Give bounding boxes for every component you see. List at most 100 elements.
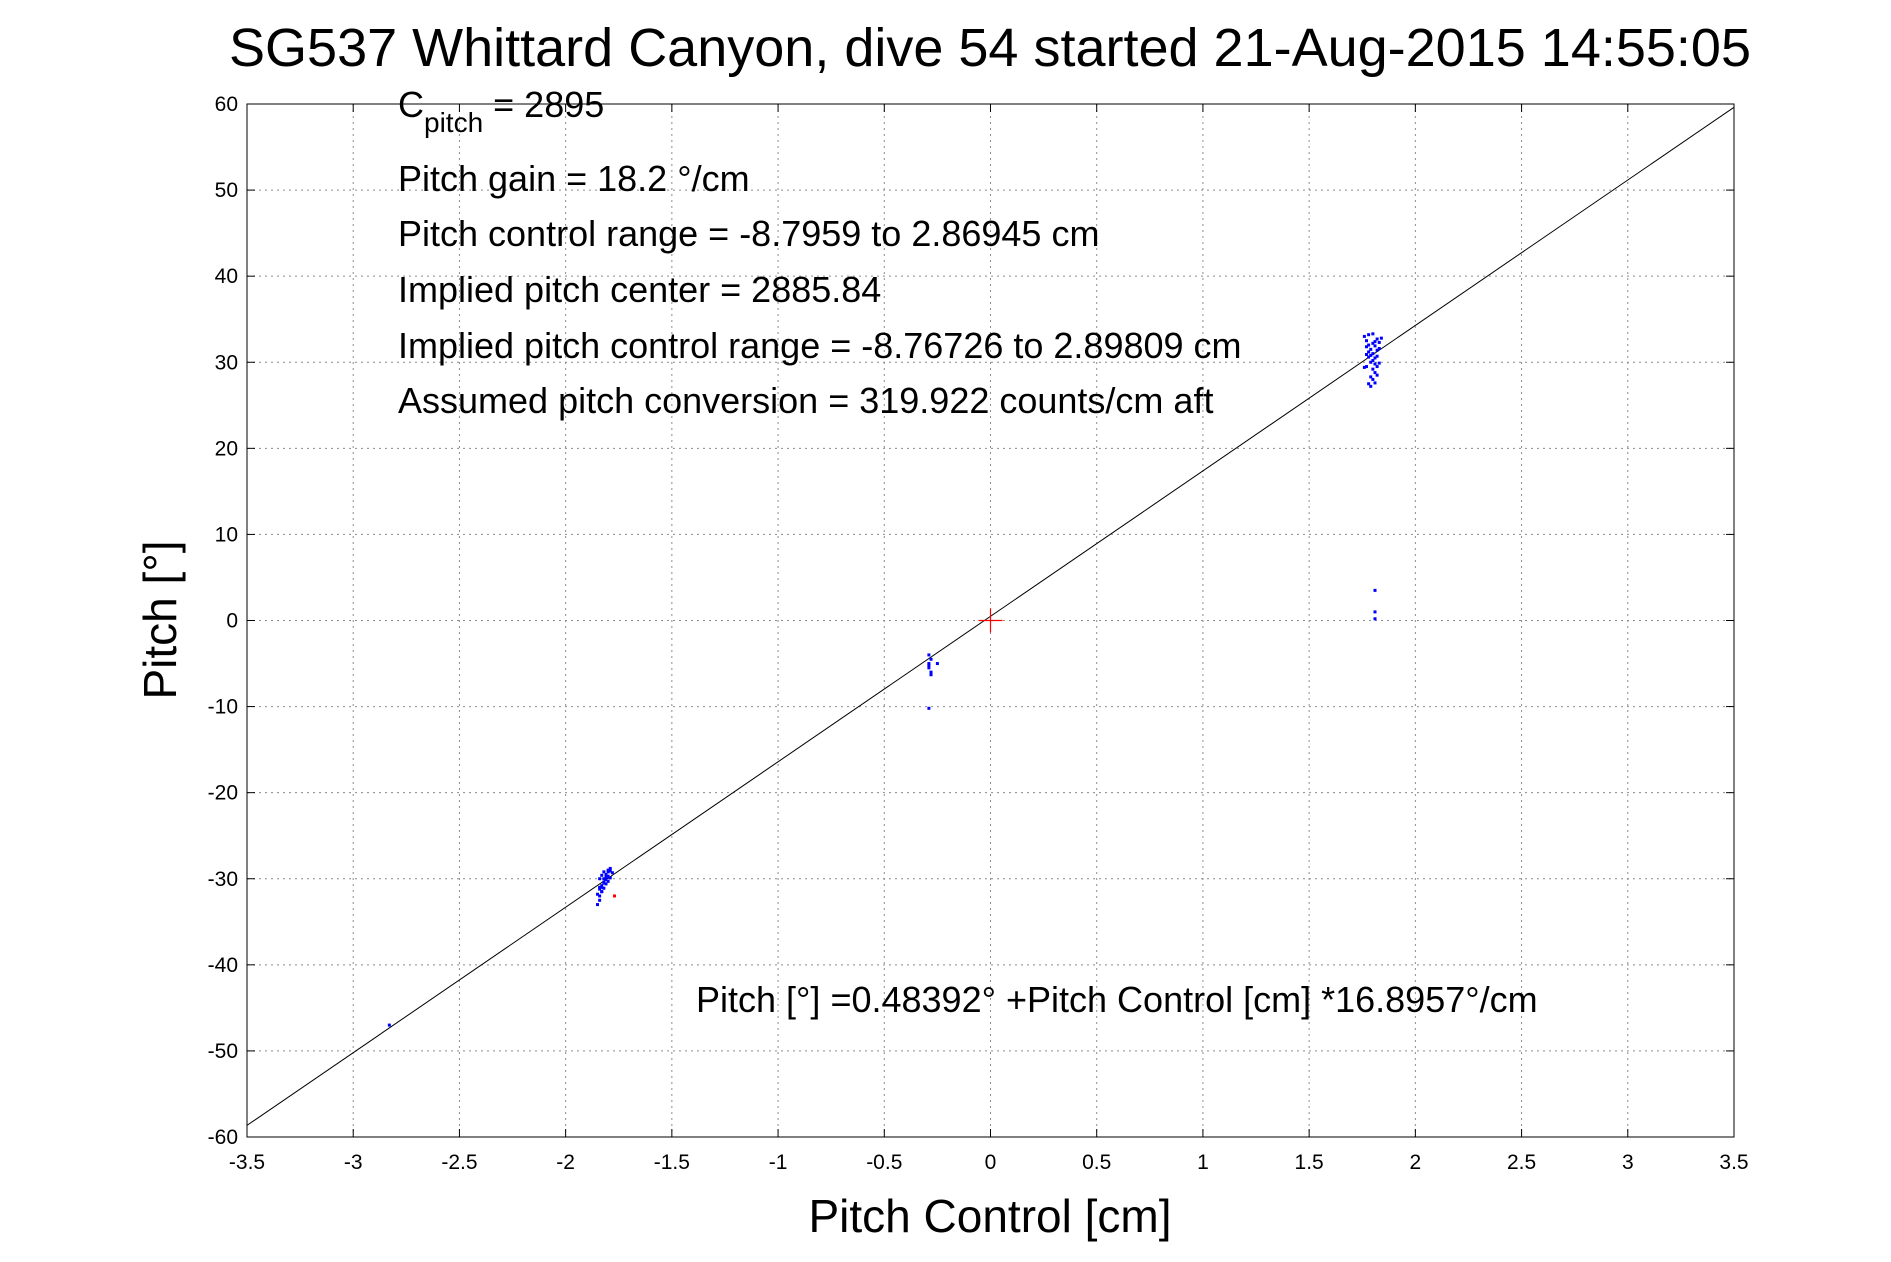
data-point (1362, 334, 1366, 338)
data-point (1371, 352, 1375, 356)
data-point (1373, 371, 1377, 375)
data-point (1373, 617, 1377, 621)
data-point (602, 880, 606, 884)
data-point (1373, 356, 1377, 360)
grid-lines (247, 104, 1734, 1137)
x-tick-label: 2.5 (1507, 1151, 1536, 1174)
data-point (1367, 350, 1371, 354)
annotation-implied-pitch-center: Implied pitch center = 2885.84 (398, 269, 881, 310)
data-point (1373, 340, 1377, 344)
data-point (1371, 359, 1375, 363)
data-point (1377, 340, 1381, 344)
y-tick-label: 50 (215, 179, 238, 202)
x-tick-label: -2 (556, 1151, 575, 1174)
y-tick-label: 10 (215, 523, 238, 546)
data-point (1371, 367, 1375, 371)
fit-equation: Pitch [°] =0.48392° +Pitch Control [cm] … (696, 979, 1538, 1020)
data-point (610, 871, 614, 875)
y-tick-label: -20 (208, 782, 238, 805)
data-point (606, 870, 610, 874)
data-point (1371, 341, 1375, 345)
data-point (1367, 343, 1371, 347)
data-point (1375, 337, 1379, 341)
data-point (600, 873, 604, 877)
data-point (927, 653, 931, 657)
data-point (929, 670, 933, 674)
axis-ticks: -3.5 -3 -2.5 -2 -1.5 -1 -0.5 0 0.5 1 1.5 2 2.5 3 3.5 -6… (208, 93, 1749, 1174)
data-point (927, 706, 931, 710)
data-points (387, 332, 1383, 1027)
data-point (1377, 361, 1381, 365)
data-point (1364, 339, 1368, 343)
data-point (602, 870, 606, 874)
data-point (598, 894, 602, 898)
data-point (604, 872, 608, 876)
y-tick-label: 0 (226, 610, 238, 633)
data-point (602, 877, 606, 881)
annotation-block: Cpitch = 2895 Pitch gain = 18.2 °/cm Pit… (398, 84, 1242, 421)
center-marker-group (978, 608, 1003, 633)
x-tick-label: -0.5 (866, 1151, 902, 1174)
x-tick-label: -1 (769, 1151, 788, 1174)
data-point (1373, 588, 1377, 592)
data-point (927, 666, 931, 670)
x-tick-label: 2 (1410, 1151, 1422, 1174)
data-point (1362, 365, 1366, 369)
data-point (1369, 384, 1373, 388)
data-point (598, 898, 602, 902)
data-point (598, 877, 602, 881)
data-point (1375, 365, 1379, 369)
data-point (927, 662, 931, 666)
data-point (935, 662, 939, 666)
annotation-pitch-gain: Pitch gain = 18.2 °/cm (398, 158, 750, 199)
data-point (606, 879, 610, 883)
y-tick-label: 20 (215, 437, 238, 460)
y-tick-label: -40 (208, 954, 238, 977)
data-point (596, 892, 600, 896)
data-point (604, 878, 608, 882)
y-tick-label: -60 (208, 1126, 238, 1149)
data-point (927, 663, 931, 667)
annotation-pitch-control-range: Pitch control range = -8.7959 to 2.86945… (398, 213, 1099, 254)
data-point (929, 657, 933, 661)
data-point (1377, 346, 1381, 350)
data-point (598, 885, 602, 889)
data-point (608, 876, 612, 880)
x-tick-label: 3 (1622, 1151, 1634, 1174)
data-point (600, 890, 604, 894)
annotation-pitch-conversion: Assumed pitch conversion = 319.922 count… (398, 380, 1213, 421)
data-point (1369, 347, 1373, 351)
data-point (606, 868, 610, 872)
data-point (598, 887, 602, 891)
y-tick-label: 30 (215, 351, 238, 374)
annotation-cpitch: Cpitch = 2895 (398, 84, 604, 138)
x-tick-label: 1 (1197, 1151, 1209, 1174)
x-tick-label: 1.5 (1295, 1151, 1324, 1174)
data-point (1373, 381, 1377, 385)
annotation-cpitch-main: C (398, 84, 424, 125)
data-point (1367, 355, 1371, 359)
data-point (1371, 332, 1375, 336)
x-tick-label: -1.5 (654, 1151, 690, 1174)
data-point (1369, 360, 1373, 364)
data-point (1379, 336, 1383, 340)
y-tick-label: -50 (208, 1040, 238, 1063)
data-point (604, 882, 608, 886)
data-point (1364, 365, 1368, 369)
annotation-implied-control-range: Implied pitch control range = -8.76726 t… (398, 325, 1242, 366)
annotation-cpitch-value: = 2895 (483, 84, 604, 125)
x-tick-label: 0 (985, 1151, 997, 1174)
data-point (1367, 382, 1371, 386)
x-tick-label: -3.5 (229, 1151, 265, 1174)
y-tick-label: -10 (208, 696, 238, 719)
outlier-point (613, 894, 617, 898)
y-tick-label: 40 (215, 265, 238, 288)
data-point (1371, 377, 1375, 381)
data-point (1369, 353, 1373, 357)
data-point (596, 903, 600, 907)
data-point (600, 885, 604, 889)
data-point (1373, 344, 1377, 348)
data-point (1367, 333, 1371, 337)
data-point (1369, 375, 1373, 379)
data-point (1373, 362, 1377, 366)
